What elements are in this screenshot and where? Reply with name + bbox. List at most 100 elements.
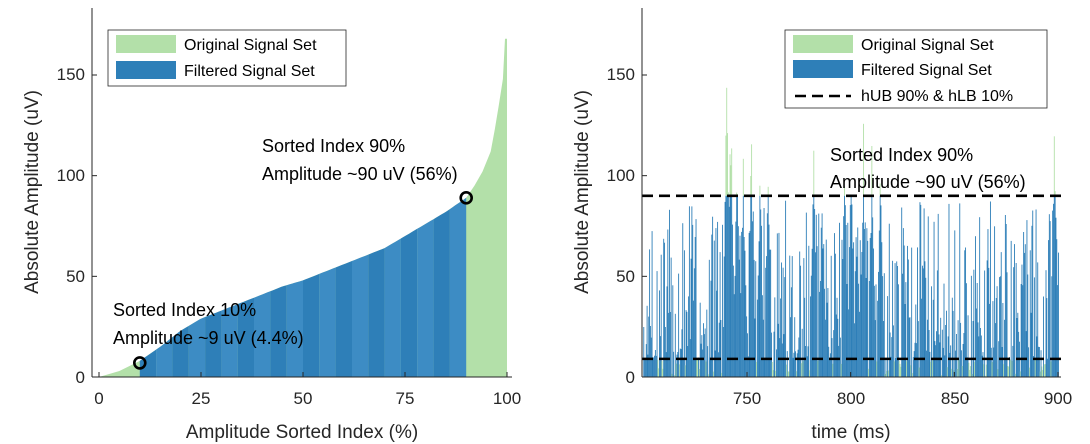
filtered-signal-bar	[904, 304, 906, 377]
filtered-signal-bar	[837, 318, 839, 377]
filtered-signal-bar	[878, 230, 880, 377]
filtered-signal-bar	[725, 195, 727, 377]
filtered-signal-bar	[967, 315, 969, 377]
filtered-signal-bar	[769, 249, 771, 377]
filtered-signal-bar	[759, 195, 761, 377]
original-signal-bar	[1054, 191, 1056, 196]
filtered-signal-bar	[1004, 215, 1006, 377]
original-signal-bar	[813, 150, 815, 196]
filtered-signal-bar	[824, 288, 826, 377]
filtered-signal-bar	[1002, 303, 1004, 377]
filtered-signal-bar	[808, 245, 810, 377]
filtered-signal-bar	[989, 201, 991, 377]
original-signal-bar	[844, 186, 845, 196]
filtered-signal-bar	[750, 195, 752, 377]
filtered-signal-bar	[881, 242, 883, 377]
filtered-signal-bar	[927, 216, 929, 377]
filtered-signal-bar	[799, 251, 801, 377]
filtered-signal-bar	[898, 360, 900, 377]
filtered-signal-bar	[980, 335, 982, 377]
marker-10-percent	[133, 356, 147, 370]
filtered-signal-bar	[744, 250, 746, 377]
filtered-signal-bar	[926, 350, 928, 377]
filtered-signal-bar	[654, 350, 656, 377]
filtered-signal-bar	[961, 366, 963, 377]
filtered-signal-bar	[792, 357, 794, 377]
original-signal-bar	[759, 185, 761, 196]
filtered-signal-bar	[678, 273, 680, 377]
filtered-signal-bar	[687, 346, 689, 377]
filtered-signal-bar	[795, 351, 796, 377]
filtered-signal-bar	[803, 258, 805, 377]
filtered-signal-bar	[970, 275, 972, 377]
filtered-signal-bar	[788, 371, 790, 377]
original-signal-bar	[742, 158, 744, 196]
filtered-signal-bar	[1017, 312, 1019, 377]
filtered-signal-bar	[951, 297, 953, 377]
filtered-signal-bar	[1042, 369, 1044, 377]
filtered-signal-bar	[849, 247, 850, 377]
filtered-signal-bar	[846, 284, 848, 377]
filtered-signal-bar	[921, 265, 923, 377]
filtered-signal-bar	[756, 361, 758, 377]
filtered-signal-bar	[727, 195, 729, 377]
filtered-signal-bar	[850, 195, 852, 377]
filtered-signal-bar	[897, 284, 899, 377]
filtered-signal-bar	[935, 345, 937, 377]
filtered-signal-bar	[809, 370, 811, 377]
filtered-signal-bar	[853, 323, 855, 377]
filtered-signal-bar	[917, 321, 919, 377]
filtered-signal-bar	[757, 275, 759, 377]
filtered-signal-bar	[684, 365, 686, 377]
filtered-signal-bar	[758, 241, 760, 377]
filtered-signal-bar	[824, 319, 826, 377]
filtered-signal-bar	[674, 313, 676, 377]
filtered-signal-bar	[1027, 274, 1029, 377]
filtered-signal-bar	[673, 351, 675, 377]
left-x-tick-label: 25	[192, 389, 211, 408]
filtered-signal-bar	[896, 261, 898, 377]
filtered-signal-bar	[864, 222, 866, 377]
filtered-signal-bar	[865, 278, 867, 377]
filtered-signal-band	[286, 280, 303, 377]
filtered-signal-bar	[698, 369, 700, 377]
filtered-signal-bar	[767, 195, 769, 377]
filtered-signal-bar	[868, 368, 869, 377]
filtered-signal-bar	[938, 334, 940, 377]
filtered-signal-bar	[1045, 270, 1047, 377]
filtered-signal-bar	[826, 302, 828, 377]
filtered-signal-bar	[854, 271, 856, 377]
filtered-signal-bar	[677, 352, 679, 377]
filtered-signal-bar	[703, 334, 705, 377]
filtered-signal-bar	[740, 293, 742, 377]
filtered-signal-bar	[810, 296, 811, 377]
filtered-signal-bar	[960, 322, 962, 377]
left-y-tick-label: 150	[57, 65, 85, 84]
right-y-tick-label: 0	[626, 368, 635, 387]
marker-90-percent	[459, 191, 474, 205]
filtered-signal-bar	[831, 338, 833, 377]
filtered-signal-bar	[650, 337, 652, 377]
filtered-signal-bar	[912, 373, 913, 377]
filtered-signal-bar	[833, 330, 835, 377]
filtered-signal-band	[172, 325, 189, 377]
filtered-signal-bar	[1028, 367, 1030, 377]
filtered-signal-bar	[664, 327, 666, 377]
filtered-signal-bar	[902, 228, 904, 377]
filtered-signal-bar	[1036, 336, 1038, 377]
filtered-signal-bar	[975, 308, 977, 377]
filtered-signal-bar	[651, 231, 653, 377]
filtered-signal-bar	[880, 205, 882, 377]
filtered-signal-bar	[952, 310, 954, 377]
left-legend-label-original: Original Signal Set	[184, 37, 317, 54]
filtered-signal-bar	[679, 348, 681, 377]
filtered-signal-bar	[840, 363, 842, 377]
right-x-tick-label: 750	[733, 389, 761, 408]
filtered-signal-bar	[895, 358, 897, 377]
filtered-signal-bar	[999, 276, 1001, 377]
filtered-signal-bar	[1058, 252, 1059, 377]
filtered-signal-bar	[817, 361, 819, 377]
filtered-signal-bar	[703, 323, 704, 377]
filtered-signal-bar	[655, 355, 657, 377]
right-legend-label-original: Original Signal Set	[861, 37, 994, 54]
